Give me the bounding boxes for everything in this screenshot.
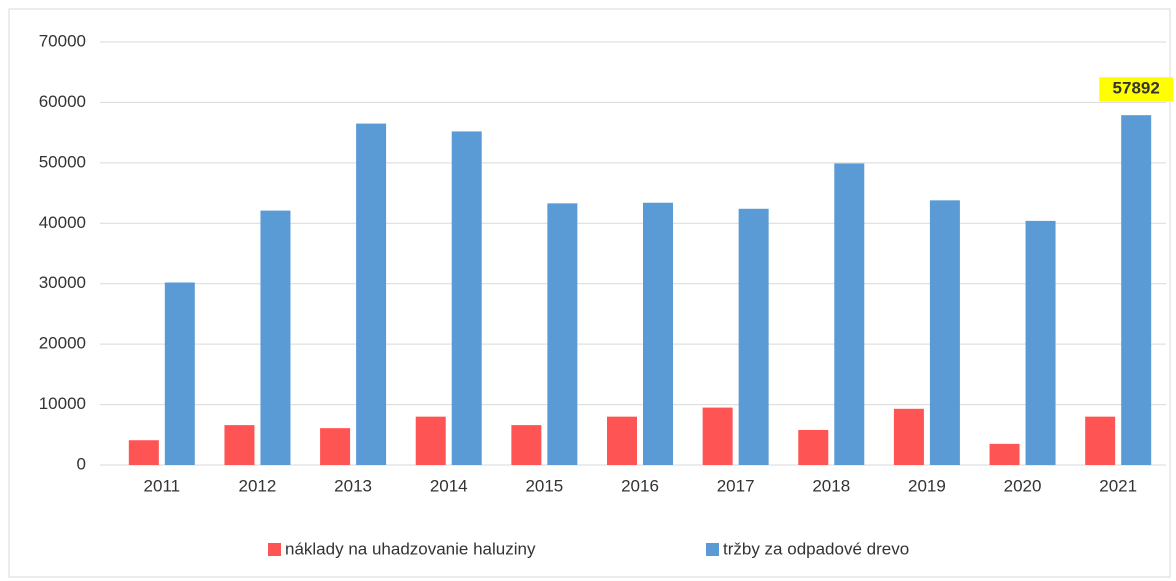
bar xyxy=(1085,416,1116,465)
x-tick-label: 2015 xyxy=(525,476,563,495)
legend-label: náklady na uhadzovanie haluziny xyxy=(285,539,536,558)
bar xyxy=(643,202,673,466)
y-tick-label: 40000 xyxy=(39,213,86,232)
bar xyxy=(224,425,255,465)
bar xyxy=(415,416,446,465)
x-tick-label: 2014 xyxy=(430,476,468,495)
bar xyxy=(607,416,637,465)
data-label-bg xyxy=(1099,77,1174,102)
x-tick-label: 2017 xyxy=(717,476,755,495)
x-tick-label: 2016 xyxy=(621,476,659,495)
bar xyxy=(1025,220,1056,465)
x-tick-label: 2011 xyxy=(144,476,181,495)
bar xyxy=(893,408,924,465)
bar xyxy=(547,203,578,465)
y-tick-label: 20000 xyxy=(39,334,86,353)
y-tick-label: 30000 xyxy=(39,273,86,292)
y-tick-label: 60000 xyxy=(39,92,86,111)
bar xyxy=(702,407,733,465)
bar xyxy=(356,123,387,465)
legend-label: tržby za odpadové drevo xyxy=(723,539,909,558)
bar xyxy=(164,282,195,465)
bar xyxy=(451,131,482,466)
bar xyxy=(320,428,351,465)
bar xyxy=(738,208,769,466)
legend-swatch xyxy=(268,543,281,556)
bar xyxy=(798,429,829,465)
x-tick-label: 2019 xyxy=(908,476,946,495)
y-tick-label: 0 xyxy=(77,454,86,473)
legend-swatch xyxy=(706,543,719,556)
x-tick-label: 2018 xyxy=(812,476,850,495)
x-tick-label: 2021 xyxy=(1099,476,1137,495)
bar xyxy=(834,163,865,465)
x-tick-label: 2020 xyxy=(1004,476,1042,495)
y-tick-label: 10000 xyxy=(39,394,86,413)
bar xyxy=(989,443,1020,465)
bar xyxy=(260,210,291,465)
x-tick-label: 2013 xyxy=(334,476,372,495)
bar xyxy=(1121,115,1152,465)
bar xyxy=(511,425,542,465)
bar xyxy=(929,200,960,465)
x-tick-label: 2012 xyxy=(239,476,277,495)
y-tick-label: 50000 xyxy=(39,152,86,171)
bar xyxy=(128,440,159,465)
chart-border xyxy=(8,8,1171,578)
data-label: 57892 xyxy=(1113,79,1160,98)
y-tick-label: 70000 xyxy=(39,31,86,50)
